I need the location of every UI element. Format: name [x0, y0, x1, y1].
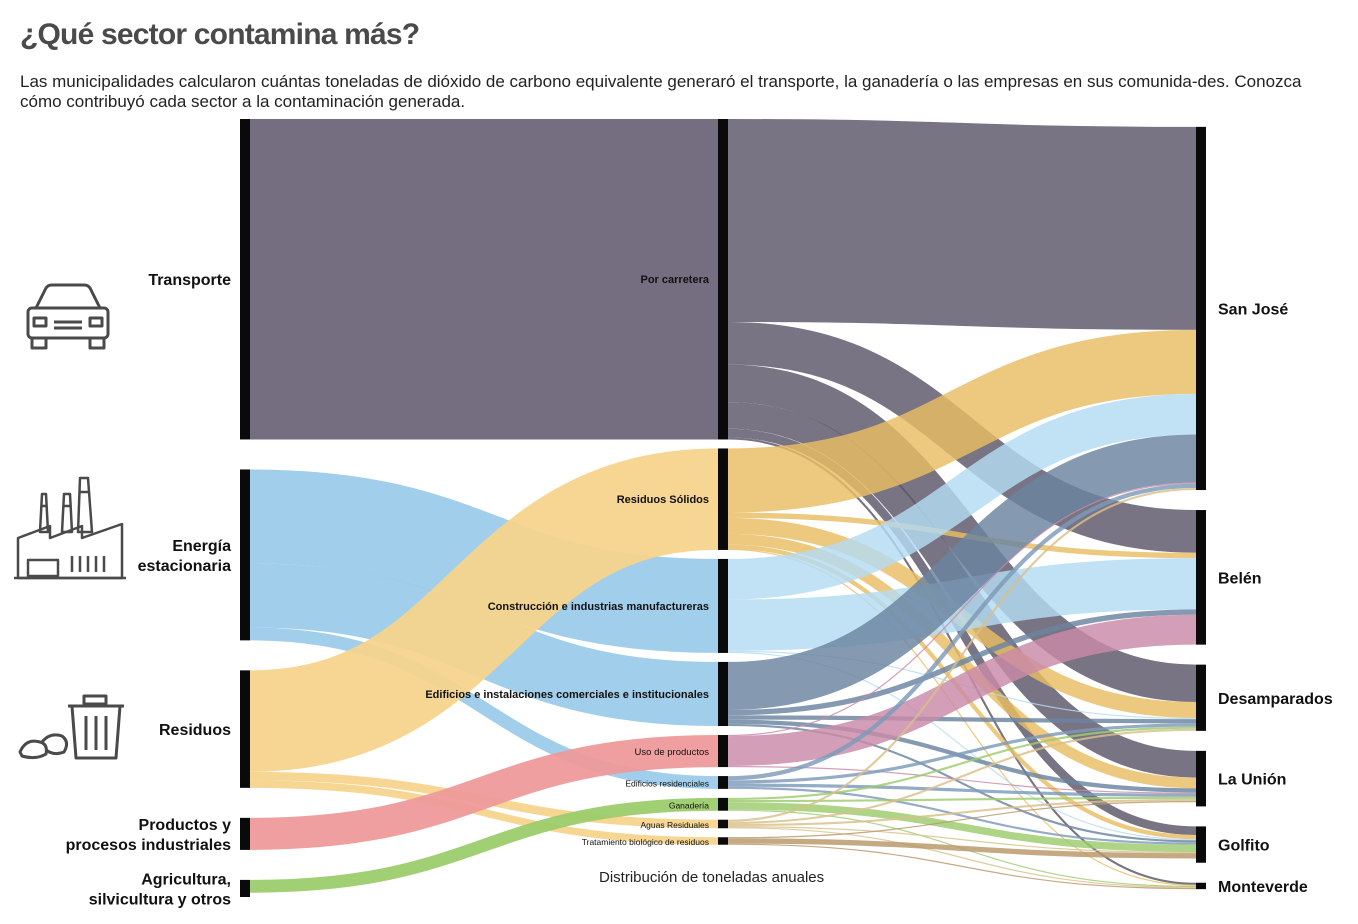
- flow-aguas-golfito: [727, 826, 1197, 854]
- flow-agricultura-ganaderia: [249, 797, 719, 893]
- node-energia: [240, 469, 250, 641]
- node-launion: [1196, 750, 1206, 807]
- flow-construccion-sanjose: [727, 393, 1197, 600]
- flow-energia-edificios_res: [249, 627, 719, 789]
- node-agricultura: [240, 879, 250, 897]
- flow-carretera-sanjose: [727, 118, 1197, 330]
- node-uso_productos: [718, 735, 728, 768]
- municipality-label-sanjose: San José: [1218, 301, 1288, 318]
- node-ganaderia: [718, 797, 728, 811]
- flow-edificios_com-desamparados: [727, 715, 1197, 724]
- flow-solidos-belen: [727, 512, 1197, 559]
- flow-tratamiento-golfito: [727, 838, 1197, 859]
- node-tratamiento: [718, 837, 728, 845]
- source-label-energia: Energía: [172, 538, 231, 555]
- flow-tratamiento-monteverde: [727, 843, 1197, 890]
- flow-uso_productos-launion: [727, 765, 1197, 794]
- flow-edificios_com-belen: [727, 609, 1197, 716]
- chart-title: ¿Qué sector contamina más?: [20, 18, 420, 51]
- flow-aguas-sanjose: [727, 487, 1197, 822]
- flow-edificios_res-golfito: [727, 786, 1197, 845]
- municipality-label-launion: La Unión: [1218, 772, 1286, 789]
- subsector-label-aguas: Aguas Residuales: [640, 820, 709, 830]
- source-label-productos-line2: procesos industriales: [66, 837, 231, 854]
- source-label-productos: Productos y: [139, 817, 232, 834]
- node-edificios_res: [718, 776, 728, 789]
- flow-productos-uso_productos: [249, 735, 719, 850]
- flow-ganaderia-desamparados: [727, 726, 1197, 801]
- subsector-label-tratamiento: Tratamiento biológico de residuos: [582, 837, 709, 847]
- node-carretera: [718, 119, 728, 440]
- node-residuos: [240, 670, 250, 788]
- source-label-energia-line2: estacionaria: [138, 558, 231, 575]
- flow-aguas-monteverde: [727, 827, 1197, 889]
- subsector-label-carretera: Por carretera: [641, 274, 710, 286]
- source-label-residuos: Residuos: [159, 722, 231, 739]
- subsector-label-uso_productos: Uso de productos: [635, 747, 710, 758]
- node-golfito: [1196, 826, 1206, 863]
- flow-tratamiento-launion: [727, 801, 1197, 839]
- municipality-label-monteverde: Monteverde: [1218, 879, 1308, 896]
- subsector-label-edificios_res: Edificios residenciales: [625, 778, 709, 788]
- flow-aguas-desamparados: [727, 728, 1197, 824]
- node-aguas: [718, 819, 728, 829]
- flow-uso_productos-belen: [727, 614, 1197, 766]
- node-transporte: [240, 119, 250, 440]
- source-label-transporte: Transporte: [148, 272, 231, 289]
- municipality-label-desamparados: Desamparados: [1218, 691, 1333, 708]
- node-edificios_com: [718, 661, 728, 727]
- flow-ganaderia-launion: [727, 796, 1197, 803]
- flow-residuos-tratamiento: [249, 780, 719, 845]
- sankey-labels: Transporte Energía estacionaria Residuos Pro…: [66, 272, 1333, 908]
- flow-solidos-sanjose: [727, 329, 1197, 513]
- flow-aguas-launion: [727, 798, 1197, 827]
- municipality-label-belen: Belén: [1218, 570, 1262, 587]
- chart-subtitle: Las municipalidades calcularon cuántas t…: [20, 72, 1302, 111]
- node-solidos: [718, 448, 728, 550]
- node-desamparados: [1196, 664, 1206, 731]
- subsector-label-solidos: Residuos Sólidos: [617, 494, 709, 506]
- flow-uso_productos-sanjose: [727, 482, 1197, 737]
- node-productos: [240, 817, 250, 850]
- flow-edificios_res-sanjose: [727, 483, 1197, 781]
- source-label-agricultura-line2: silvicultura y otros: [89, 891, 231, 908]
- sankey-nodes: [240, 119, 1206, 897]
- flow-edificios_com-launion: [727, 719, 1197, 793]
- trash-bin-icon: [18, 694, 124, 760]
- car-icon: [26, 283, 110, 350]
- municipality-label-golfito: Golfito: [1218, 838, 1270, 855]
- node-belen: [1196, 510, 1206, 645]
- flow-residuos-solidos: [248, 448, 720, 772]
- subsector-label-edificios_com: Edificios e instalaciones comerciales e …: [425, 689, 709, 701]
- node-sanjose: [1196, 126, 1206, 491]
- flow-edificios_res-launion: [727, 783, 1197, 797]
- flow-edificios_res-desamparados: [727, 723, 1197, 784]
- flow-ganaderia-golfito: [727, 802, 1197, 853]
- sankey-links: [248, 118, 1197, 893]
- source-label-agricultura: Agricultura,: [141, 871, 231, 888]
- node-construccion: [718, 558, 728, 653]
- chart-caption: Distribución de toneladas anuales: [599, 869, 825, 886]
- flow-edificios_com-sanjose: [727, 434, 1197, 711]
- subsector-label-construccion: Construcción e industrias manufactureras: [488, 601, 709, 613]
- node-monteverde: [1196, 882, 1206, 890]
- factory-icon: [14, 476, 126, 580]
- subsector-label-ganaderia: Ganadería: [669, 800, 709, 810]
